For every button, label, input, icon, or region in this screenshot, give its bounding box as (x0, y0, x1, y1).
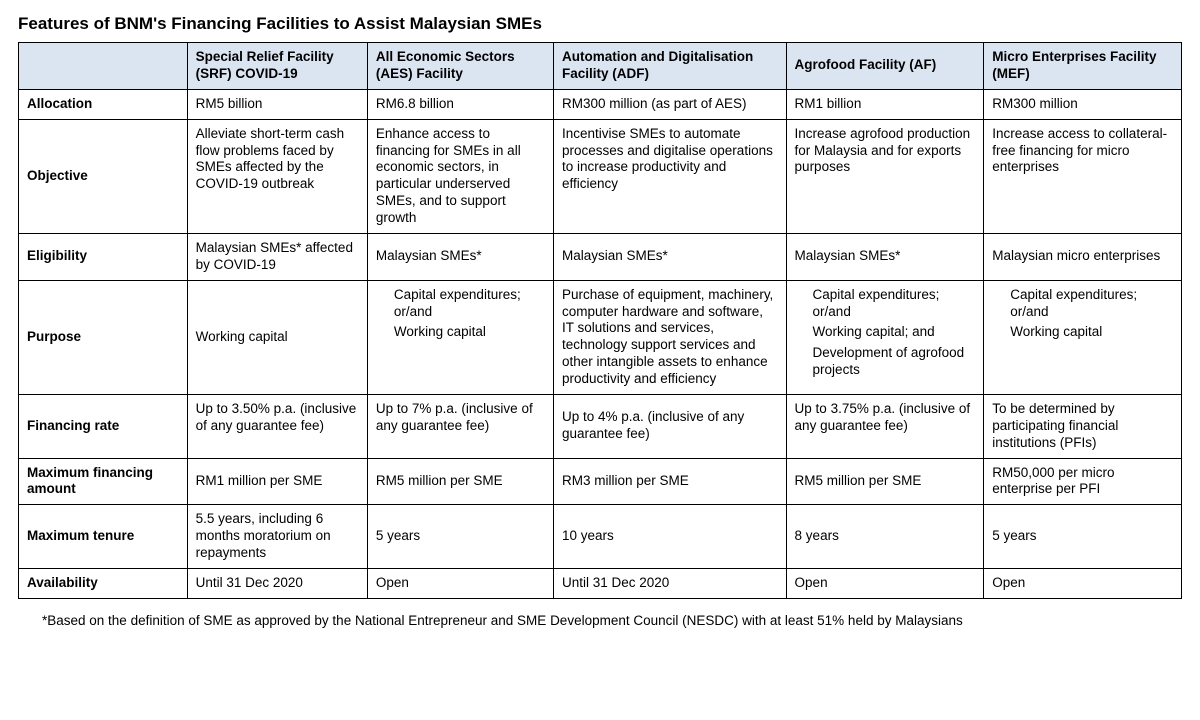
cell: RM50,000 per micro enterprise per PFI (984, 458, 1182, 505)
table-row: Maximum financing amount RM1 million per… (19, 458, 1182, 505)
list-item: Capital expenditures; or/and (813, 287, 976, 321)
cell: Increase agrofood production for Malaysi… (786, 119, 984, 233)
col-header-adf: Automation and Digitalisation Facility (… (553, 43, 786, 90)
cell: 5 years (367, 505, 553, 569)
cell: 8 years (786, 505, 984, 569)
cell: Open (367, 568, 553, 598)
row-header-purpose: Purpose (19, 280, 188, 394)
col-header-aes: All Economic Sectors (AES) Facility (367, 43, 553, 90)
table-row: Objective Alleviate short-term cash flow… (19, 119, 1182, 233)
cell: RM5 billion (187, 89, 367, 119)
cell: 5.5 years, including 6 months moratorium… (187, 505, 367, 569)
list-item: Working capital (1010, 324, 1173, 341)
list-item: Capital expenditures; or/and (1010, 287, 1173, 321)
header-blank (19, 43, 188, 90)
row-header-rate: Financing rate (19, 394, 188, 458)
footnote: *Based on the definition of SME as appro… (18, 613, 1182, 628)
facilities-table: Special Relief Facility (SRF) COVID-19 A… (18, 42, 1182, 599)
cell: Malaysian micro enterprises (984, 233, 1182, 280)
cell: Malaysian SMEs* affected by COVID-19 (187, 233, 367, 280)
cell: Enhance access to financing for SMEs in … (367, 119, 553, 233)
cell: RM6.8 billion (367, 89, 553, 119)
cell: RM300 million (984, 89, 1182, 119)
row-header-maxamt: Maximum financing amount (19, 458, 188, 505)
page-title: Features of BNM's Financing Facilities t… (18, 14, 1182, 34)
cell: Up to 4% p.a. (inclusive of any guarante… (553, 394, 786, 458)
row-header-allocation: Allocation (19, 89, 188, 119)
col-header-mef: Micro Enterprises Facility (MEF) (984, 43, 1182, 90)
row-header-tenure: Maximum tenure (19, 505, 188, 569)
table-row: Allocation RM5 billion RM6.8 billion RM3… (19, 89, 1182, 119)
cell-purpose-aes: Capital expenditures; or/and Working cap… (367, 280, 553, 394)
cell-purpose-af: Capital expenditures; or/and Working cap… (786, 280, 984, 394)
cell: RM5 million per SME (786, 458, 984, 505)
col-header-srf: Special Relief Facility (SRF) COVID-19 (187, 43, 367, 90)
row-header-eligibility: Eligibility (19, 233, 188, 280)
cell: RM300 million (as part of AES) (553, 89, 786, 119)
cell: Malaysian SMEs* (553, 233, 786, 280)
list-item: Working capital (394, 324, 545, 341)
cell: Purchase of equipment, machinery, comput… (553, 280, 786, 394)
list-item: Development of agrofood projects (813, 345, 976, 379)
list-item: Capital expenditures; or/and (394, 287, 545, 321)
cell: Until 31 Dec 2020 (553, 568, 786, 598)
table-row: Eligibility Malaysian SMEs* affected by … (19, 233, 1182, 280)
cell: Increase access to collateral-free finan… (984, 119, 1182, 233)
cell: Alleviate short-term cash flow problems … (187, 119, 367, 233)
cell: Malaysian SMEs* (786, 233, 984, 280)
cell: RM3 million per SME (553, 458, 786, 505)
cell: Up to 7% p.a. (inclusive of any guarante… (367, 394, 553, 458)
cell: Until 31 Dec 2020 (187, 568, 367, 598)
cell: Incentivise SMEs to automate processes a… (553, 119, 786, 233)
cell: Working capital (187, 280, 367, 394)
cell: 5 years (984, 505, 1182, 569)
cell: RM1 million per SME (187, 458, 367, 505)
table-header-row: Special Relief Facility (SRF) COVID-19 A… (19, 43, 1182, 90)
table-row: Financing rate Up to 3.50% p.a. (inclusi… (19, 394, 1182, 458)
cell: RM5 million per SME (367, 458, 553, 505)
list-item: Working capital; and (813, 324, 976, 341)
cell: Open (786, 568, 984, 598)
cell: Open (984, 568, 1182, 598)
cell: To be determined by participating financ… (984, 394, 1182, 458)
cell: Up to 3.75% p.a. (inclusive of any guara… (786, 394, 984, 458)
table-row: Maximum tenure 5.5 years, including 6 mo… (19, 505, 1182, 569)
cell: Malaysian SMEs* (367, 233, 553, 280)
table-row: Availability Until 31 Dec 2020 Open Unti… (19, 568, 1182, 598)
cell: 10 years (553, 505, 786, 569)
row-header-avail: Availability (19, 568, 188, 598)
table-row: Purpose Working capital Capital expendit… (19, 280, 1182, 394)
cell-purpose-mef: Capital expenditures; or/and Working cap… (984, 280, 1182, 394)
row-header-objective: Objective (19, 119, 188, 233)
col-header-af: Agrofood Facility (AF) (786, 43, 984, 90)
cell: Up to 3.50% p.a. (inclusive of any guara… (187, 394, 367, 458)
cell: RM1 billion (786, 89, 984, 119)
